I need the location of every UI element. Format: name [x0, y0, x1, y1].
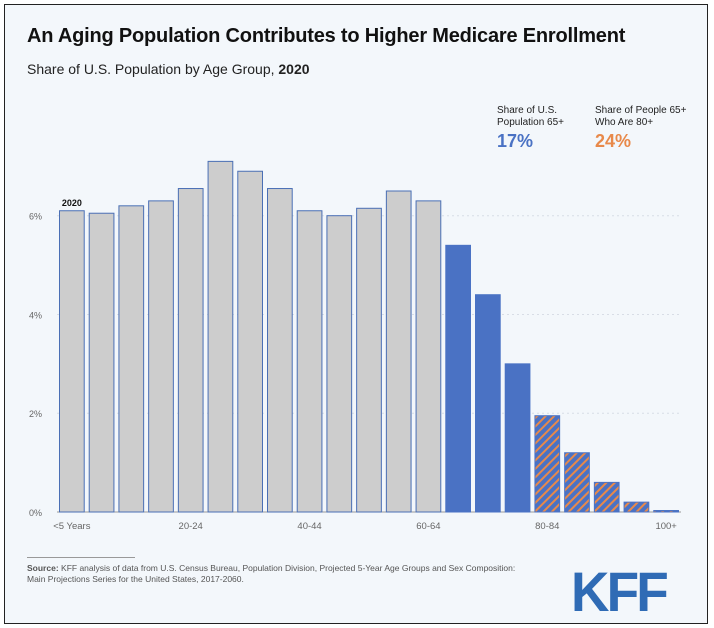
bar — [267, 188, 293, 513]
bar — [475, 294, 501, 513]
bar — [177, 188, 204, 513]
chart-card: An Aging Population Contributes to Highe… — [4, 4, 708, 624]
stat-label: Share of People 65+ Who Are 80+ — [595, 105, 687, 128]
y-tick-label: 6% — [29, 212, 42, 222]
x-tick-label: 20-24 — [179, 521, 203, 532]
x-tick-label: 80-84 — [535, 521, 559, 532]
bar — [296, 210, 323, 513]
source-text: KFF analysis of data from U.S. Census Bu… — [27, 563, 516, 584]
bar-chart: 0% 2% 4% 6% 2020 <5 Years 20-24 40-44 60-64 80-84… — [29, 160, 681, 532]
stat-value: 24% — [595, 131, 632, 151]
bar — [385, 190, 412, 513]
subtitle-text: Share of U.S. Population by Age Group, — [27, 61, 279, 77]
x-tick-label: <5 Years — [53, 521, 90, 532]
source-divider — [27, 557, 135, 558]
x-tick-label: 100+ — [655, 521, 677, 532]
x-tick-label: 60-64 — [416, 521, 440, 532]
bar — [593, 481, 620, 513]
chart-subtitle: Share of U.S. Population by Age Group, 2… — [27, 61, 310, 77]
bar — [207, 160, 234, 513]
bar — [445, 244, 471, 513]
stat-value: 17% — [497, 131, 534, 151]
y-tick-label: 2% — [29, 409, 42, 419]
kff-logo: KFF — [571, 560, 669, 623]
y-tick-label: 4% — [29, 310, 42, 320]
source-label: Source: — [27, 563, 59, 573]
bar-annotation: 2020 — [62, 198, 82, 208]
bar — [118, 205, 145, 513]
bar — [415, 200, 442, 513]
bar — [564, 452, 590, 513]
stat-label: Share of U.S. Population 65+ — [497, 105, 565, 128]
bar — [653, 510, 679, 513]
bar — [534, 415, 561, 513]
y-tick-label: 0% — [29, 508, 42, 518]
bar — [148, 200, 174, 513]
bar — [59, 210, 85, 513]
subtitle-year: 2020 — [278, 61, 310, 77]
x-tick-label: 40-44 — [297, 521, 321, 532]
stat-share-80-plus: Share of People 65+ Who Are 80+ 24% — [595, 105, 705, 151]
bar — [623, 501, 650, 513]
bar — [88, 212, 115, 513]
chart-title: An Aging Population Contributes to Highe… — [27, 25, 626, 47]
bar — [326, 215, 353, 513]
bar — [504, 363, 531, 513]
stat-share-65-plus: Share of U.S. Population 65+ 17% — [497, 105, 587, 151]
bar — [356, 207, 382, 513]
source-note: Source: KFF analysis of data from U.S. C… — [27, 563, 527, 585]
bar — [237, 170, 264, 513]
